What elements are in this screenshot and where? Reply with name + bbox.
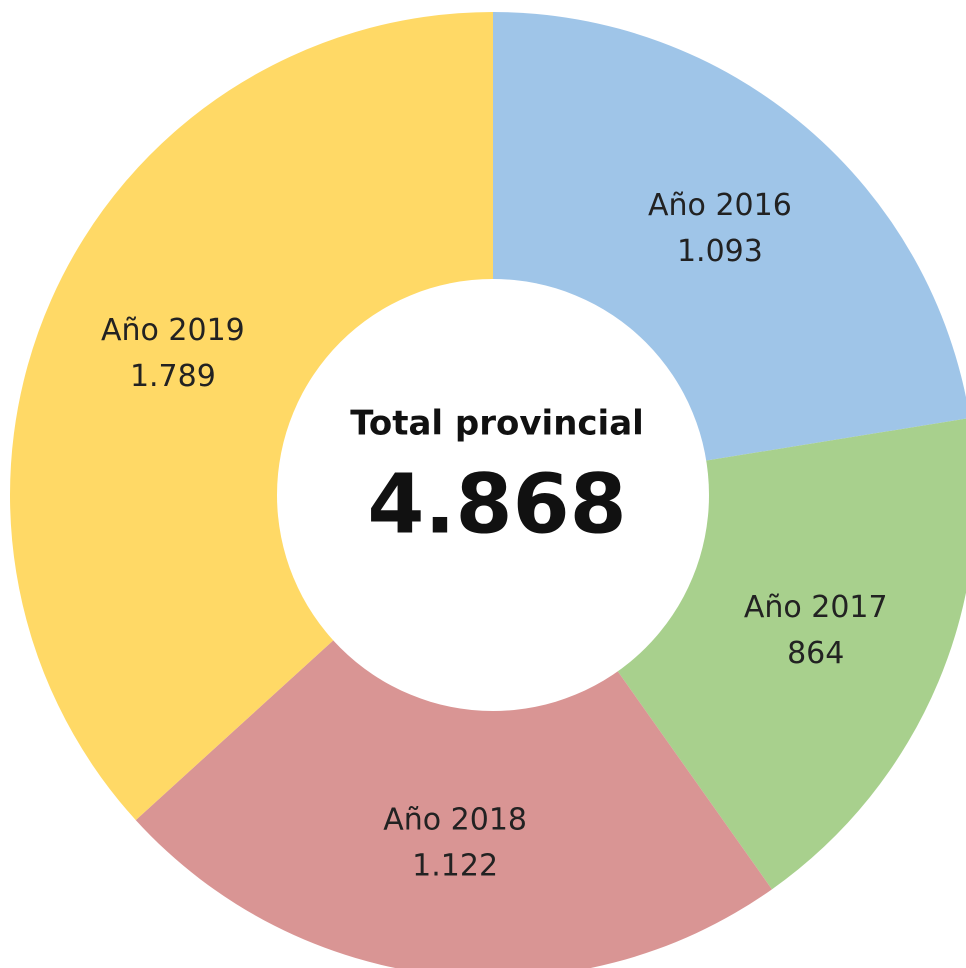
value-label: 1.093 <box>677 234 763 269</box>
value-label: 1.122 <box>412 848 498 883</box>
category-label: Año 2018 <box>383 802 527 837</box>
value-label: 1.789 <box>130 359 216 394</box>
donut-segment <box>10 12 493 821</box>
center-value: 4.868 <box>367 457 626 552</box>
donut-hole <box>277 279 709 711</box>
donut-segment <box>135 495 772 968</box>
center-title: Total provincial <box>350 404 644 444</box>
value-label: 864 <box>787 636 844 671</box>
category-label: Año 2019 <box>101 313 245 348</box>
category-label: Año 2017 <box>744 590 888 625</box>
category-label: Año 2016 <box>648 188 792 223</box>
